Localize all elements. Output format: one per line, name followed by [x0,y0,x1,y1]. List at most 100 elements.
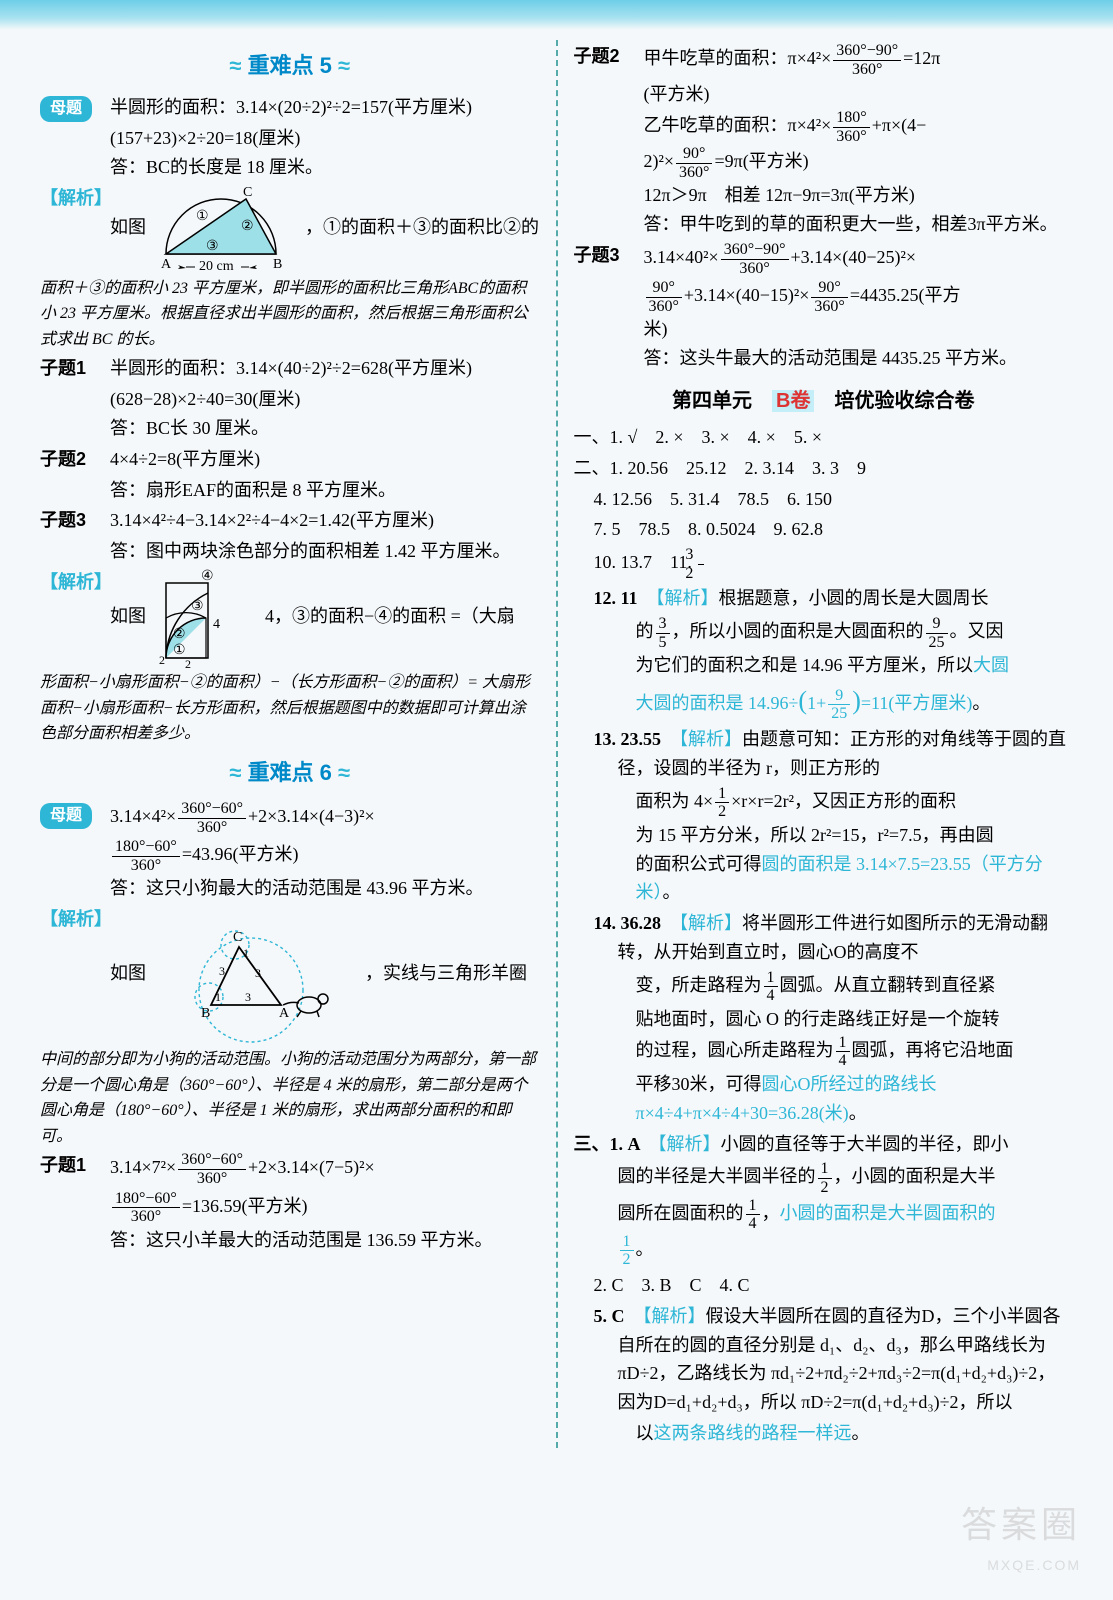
u-q14-3: 贴地面时，圆心 O 的行走路线正好是一个旋转 [636,1005,1074,1034]
svg-text:B: B [273,257,282,272]
svg-text:②: ② [173,627,186,642]
u-s2b: 4. 12.56 5. 31.4 78.5 6. 150 [618,485,1074,514]
right-column: 子题2 甲牛吃草的面积：π×4²×360°−90°360°=12π (平方米) … [562,40,1086,1448]
kd6-jx-para: 中间的部分即为小狗的活动范围。小狗的活动范围分为两部分，第一部分是一个圆心角是（… [40,1047,540,1149]
svg-text:④: ④ [201,569,214,584]
svg-text:3: 3 [219,964,225,978]
z3-l2: 答：图中两块涂色部分的面积相差 1.42 平方厘米。 [110,537,540,566]
svg-text:A: A [279,1006,290,1021]
jiexi2-pre: 如图 [110,606,151,626]
muti-tag: 母题 [40,96,92,122]
u-q12-4: 大圆的面积是 14.96÷(1+925)=11(平方厘米)。 [636,680,1074,723]
z3-tag: 子题3 [40,506,110,535]
page: ≈ 重难点 5 ≈ 母题 半圆形的面积：3.14×(20÷2)²÷2=157(平… [0,30,1113,1468]
kd6-title: ≈ 重难点 6 ≈ [40,755,540,790]
unit-b: B卷 [772,390,814,412]
kd6-jx-post: ，实线与三角形羊圈 [365,963,527,983]
svg-text:B: B [201,1006,210,1021]
u-s3-4: 12。 [618,1233,1074,1269]
svg-text:③: ③ [191,599,204,614]
r-z2-l1c: (平方米) [644,80,1074,109]
u-q12-3: 为它们的面积之和是 14.96 平方厘米，所以大圆 [636,651,1074,680]
r-z3-l2: 90°360°+3.14×(40−15)²×90°360°=4435.25(平方 [644,279,1074,315]
kd5-jiexi-row: 【解析】 如图 A B C ① ② ③ 20 cm ，①的面积＋③的面积比②的 [40,184,540,274]
r-z3-l1: 3.14×40²×360°−90°360°+3.14×(40−25)²× [644,241,1074,277]
kd6-z1-tag: 子题1 [40,1151,110,1187]
jiexi-tag: 【解析】 [40,184,110,274]
wave-icon: ≈ [229,53,247,78]
z1-l3: 答：BC长 30 厘米。 [110,414,540,443]
unit-header: 第四单元 B卷 培优验收综合卷 [574,385,1074,417]
svg-text:①: ① [173,643,186,658]
u-q14-2: 变，所走路程为14圆弧。从直立翻转到直径紧 [636,969,1074,1005]
kd5-muti: 母题 半圆形的面积：3.14×(20÷2)²÷2=157(平方厘米) [40,93,540,122]
u-q14-5: 平移30米，可得圆心O所经过的路线长π×4÷4+π×4÷4+30=36.28(米… [636,1070,1074,1128]
z1-l1: 半圆形的面积：3.14×(40÷2)²÷2=628(平方厘米) [110,354,540,383]
jiexi-tag: 【解析】 [40,905,110,1045]
u-s3-3: 圆所在圆面积的14，小圆的面积是大半圆面积的 [618,1197,1074,1233]
wave-icon: ≈ [332,53,350,78]
u-q14-4: 的过程，圆心所走路程为14圆弧，再将它沿地面 [636,1034,1074,1070]
r-z2-tag: 子题2 [574,42,644,78]
dog-range-diagram: B A C 1 1 3 3 3 [151,905,361,1045]
r-z3-l3: 答：这头牛最大的活动范围是 4435.25 平方米。 [644,344,1074,373]
svg-text:①: ① [196,209,209,224]
u-s1: 一、1. √ 2. × 3. × 4. × 5. × [598,423,1074,452]
z1-l2: (628−28)×2÷40=30(厘米) [110,385,540,414]
left-column: ≈ 重难点 5 ≈ 母题 半圆形的面积：3.14×(20÷2)²÷2=157(平… [28,40,552,1448]
u-q13-4: 的面积公式可得圆的面积是 3.14×7.5=23.55（平方分米）。 [636,850,1074,908]
svg-text:A: A [161,257,172,272]
kd6-muti-eq: 3.14×4²×360°−60°360°+2×3.14×(4−3)²× [110,800,540,836]
u-s3: 三、1. A 【解析】小圆的直径等于大半圆的半径，即小 [598,1130,1074,1159]
jiexi-pre: 如图 [110,217,151,237]
r-z3-tag: 子题3 [574,241,644,277]
kd6-jx-pre: 如图 [110,963,151,983]
svg-text:C: C [243,185,252,200]
jiexi2-post: 4，③的面积−④的面积 =（大扇 [265,606,515,626]
u-s3-2: 圆的半径是大半圆半径的12，小圆的面积是大半 [618,1160,1074,1196]
watermark: 答案圈 MXQE.COM [961,1496,1081,1576]
r-z2-l3: 2)²×90°360°=9π(平方米) [644,145,1074,181]
u-s2d: 10. 13.7 11. 32 [618,546,1074,582]
muti-tag: 母题 [40,803,92,829]
z2-tag: 子题2 [40,445,110,474]
u-q5-2: 以这两条路线的路程一样远。 [636,1419,1074,1448]
jiexi2-tag: 【解析】 [40,568,110,668]
kd5-jiexi2-para: 形面积−小扇形面积−②的面积）−（长方形面积−②的面积）= 大扇形面积−小扇形面… [40,670,540,747]
u-q13-3: 为 15 平方分米，所以 2r²=15，r²=7.5，再由圆 [636,821,1074,850]
r-z2-l4: 12π＞9π 相差 12π−9π=3π(平方米) [644,181,1074,210]
u-q12-2: 的35，所以小圆的面积是大圆面积的925。又因 [636,615,1074,651]
svg-text:20 cm: 20 cm [199,259,234,274]
quarter-rect-diagram: ④ ③ ② ① 2 2 4 [151,568,261,668]
r-z2-l2: 乙牛吃草的面积：π×4²×180°360°+π×(4− [644,109,1074,145]
svg-text:C: C [233,930,242,945]
jiexi-post: ，①的面积＋③的面积比②的 [305,217,539,237]
u-s3b: 2. C 3. B C 4. C [618,1271,1074,1300]
kd6-title-text: 重难点 6 [248,760,332,785]
z2-l1: 4×4÷2=8(平方厘米) [110,445,540,474]
svg-text:1: 1 [215,990,221,1004]
kd6-z1-ans: 答：这只小羊最大的活动范围是 136.59 平方米。 [110,1226,540,1255]
kd5-jiexi-para: 面积＋③的面积小 23 平方厘米，即半圆形的面积比三角形ABC的面积小 23 平… [40,276,540,353]
top-wave [0,0,1113,30]
kd5-muti-l2: (157+23)×2÷20=18(厘米) [110,124,540,153]
z2-l2: 答：扇形EAF的面积是 8 平方厘米。 [110,476,540,505]
u-s2c: 7. 5 78.5 8. 0.5024 9. 62.8 [618,515,1074,544]
z1-tag: 子题1 [40,354,110,383]
kd5-title: ≈ 重难点 5 ≈ [40,48,540,83]
column-divider [556,40,558,1448]
wave-icon: ≈ [332,760,350,785]
kd5-muti-l1: 半圆形的面积：3.14×(20÷2)²÷2=157(平方厘米) [110,93,540,122]
kd6-z1-eq: 3.14×7²×360°−60°360°+2×3.14×(7−5)²× [110,1151,540,1187]
r-z2-l5: 答：甲牛吃到的草的面积更大一些，相差3π平方米。 [644,210,1074,239]
u-q5: 5. C 【解析】假设大半圆所在圆的直径为D，三个小半圆各自所在的圆的直径分别是… [618,1302,1074,1417]
kd6-muti: 母题 3.14×4²×360°−60°360°+2×3.14×(4−3)²× [40,800,540,836]
svg-text:②: ② [241,219,254,234]
kd5-muti-l3: 答：BC的长度是 18 厘米。 [110,153,540,182]
svg-text:1: 1 [243,946,249,960]
wave-icon: ≈ [229,760,247,785]
r-z3-l2d: 米) [644,315,1074,344]
u-q12: 12. 11 【解析】根据题意，小圆的周长是大圆周长 [618,584,1074,613]
z3-l1: 3.14×4²÷4−3.14×2²÷4−4×2=1.42(平方厘米) [110,506,540,535]
svg-text:3: 3 [245,990,251,1004]
